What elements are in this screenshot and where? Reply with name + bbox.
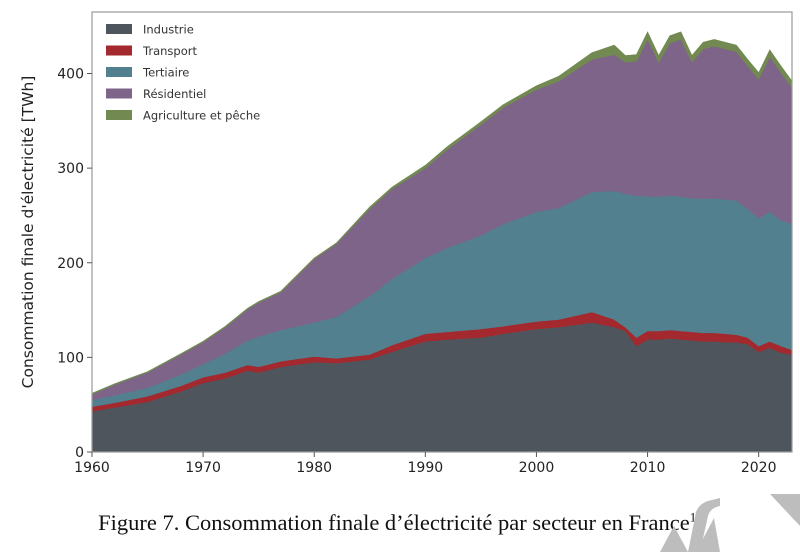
- area-layers: [91, 31, 793, 453]
- legend-swatch: [106, 24, 132, 34]
- y-tick-label: 0: [75, 445, 84, 461]
- legend-label: Industrie: [143, 23, 194, 37]
- watermark-curve: [688, 498, 720, 552]
- y-tick-label: 400: [57, 67, 84, 83]
- legend-swatch: [106, 67, 132, 77]
- x-axis: 1960 1970 1980 1990 2000 2010 2020: [74, 452, 776, 476]
- x-tick-label: 2020: [741, 460, 777, 476]
- y-tick-label: 100: [57, 350, 84, 366]
- legend-swatch: [106, 88, 132, 99]
- legend-label: Agriculture et pêche: [143, 109, 260, 123]
- y-axis-label: Consommation finale d'électricité [TWh]: [19, 76, 37, 389]
- legend-label: Tertiaire: [142, 66, 189, 80]
- legend-swatch: [106, 45, 132, 56]
- y-tick-label: 300: [57, 161, 84, 177]
- legend-item: Industrie: [106, 23, 194, 37]
- y-axis: 0 100 200 300 400: [57, 67, 92, 461]
- area-industrie: [91, 322, 793, 453]
- legend-item: Agriculture et pêche: [106, 109, 260, 123]
- legend: Industrie Transport Tertiaire Résidentiel Ag…: [106, 23, 260, 123]
- legend-item: Transport: [106, 44, 197, 58]
- x-tick-label: 2010: [630, 460, 666, 476]
- legend-item: Tertiaire: [106, 66, 189, 80]
- plot-frame: [91, 11, 793, 453]
- watermark-shapes: [660, 494, 800, 552]
- watermark-triangle-right: [770, 494, 800, 526]
- legend-label: Transport: [142, 44, 197, 58]
- x-tick-label: 1980: [296, 460, 332, 476]
- legend-item: Résidentiel: [106, 87, 206, 101]
- legend-swatch: [106, 110, 132, 120]
- caption-text: Figure 7. Consommation finale d’électric…: [98, 510, 690, 535]
- legend-label: Résidentiel: [143, 87, 206, 101]
- y-tick-label: 200: [57, 256, 84, 272]
- watermark-triangle-center: [696, 518, 720, 552]
- watermark-triangle-left: [660, 526, 688, 552]
- figure-caption: Figure 7. Consommation finale d’électric…: [0, 510, 800, 536]
- x-tick-label: 1990: [408, 460, 444, 476]
- x-tick-label: 2000: [519, 460, 555, 476]
- x-tick-label: 1960: [74, 460, 110, 476]
- footnote-marker[interactable]: 1: [689, 509, 697, 525]
- stacked-area-chart: 0 100 200 300 400 1960 1970 1980 1990 2000 2010 20…: [19, 11, 793, 476]
- x-tick-label: 1970: [185, 460, 221, 476]
